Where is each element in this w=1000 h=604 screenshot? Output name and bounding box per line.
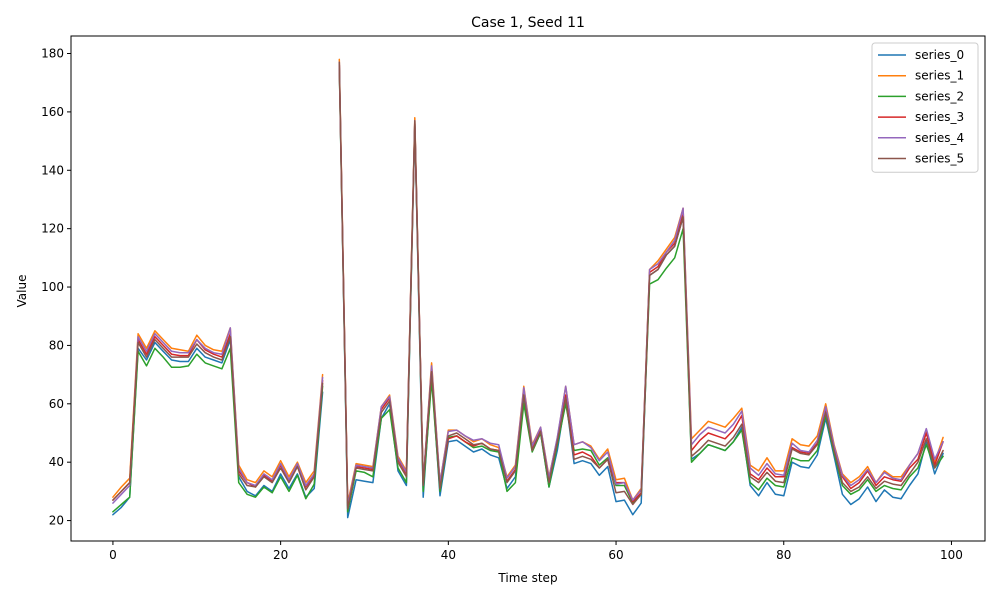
legend-label-1: series_1 — [915, 69, 964, 83]
y-tick-label: 120 — [41, 222, 64, 236]
legend-label-2: series_2 — [915, 89, 964, 103]
series-layer — [112, 58, 944, 519]
y-axis-label: Value — [15, 275, 29, 308]
legend-label-5: series_5 — [915, 152, 964, 166]
legend: series_0 series_1 series_2 series_3 series_4… — [871, 42, 979, 173]
chart-title: Case 1, Seed 11 — [471, 15, 585, 31]
x-tick-label: 80 — [776, 548, 791, 562]
y-tick-label: 160 — [41, 105, 64, 119]
legend-label-4: series_4 — [915, 131, 964, 145]
y-tick-label: 80 — [49, 338, 64, 352]
series-line-0 — [112, 64, 944, 519]
legend-label-0: series_0 — [915, 48, 964, 62]
x-axis-label: Time step — [497, 571, 557, 585]
x-tick-label: 20 — [273, 548, 288, 562]
y-tick-label: 180 — [41, 47, 64, 61]
plot-frame — [70, 35, 986, 542]
x-tick-label: 100 — [940, 548, 963, 562]
x-tick-label: 40 — [441, 548, 456, 562]
y-tick-label: 100 — [41, 280, 64, 294]
x-tick-label: 60 — [608, 548, 623, 562]
legend-label-3: series_3 — [915, 110, 964, 124]
y-tick-label: 140 — [41, 163, 64, 177]
series-line-5 — [112, 61, 944, 510]
y-tick-label: 60 — [49, 397, 64, 411]
y-tick-label: 40 — [49, 455, 64, 469]
axes-layer: 0 20 40 60 80 100 20 40 60 80 100 120 140 160 180 — [41, 35, 986, 562]
y-tick-label: 20 — [49, 514, 64, 528]
x-tick-label: 0 — [109, 548, 117, 562]
